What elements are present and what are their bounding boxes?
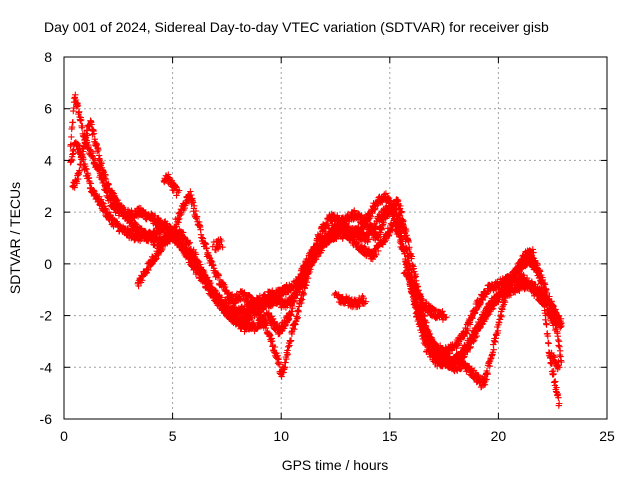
y-tick-label: 2 bbox=[44, 204, 52, 220]
y-tick-label: -6 bbox=[40, 411, 53, 427]
chart-title: Day 001 of 2024, Sidereal Day-to-day VTE… bbox=[44, 19, 549, 35]
series-5-markers bbox=[160, 171, 563, 373]
y-axis-title: SDTVAR / TECUs bbox=[7, 182, 23, 294]
y-tick-label: -4 bbox=[40, 359, 53, 375]
y-tick-label: 0 bbox=[44, 256, 52, 272]
x-tick-label: 5 bbox=[169, 428, 177, 444]
series-5 bbox=[160, 171, 563, 373]
x-tick-label: 0 bbox=[60, 428, 68, 444]
series-4 bbox=[134, 188, 563, 409]
x-tick-labels: 0 5 10 15 20 25 bbox=[60, 428, 615, 444]
data-points bbox=[67, 91, 565, 409]
x-tick-label: 20 bbox=[491, 428, 507, 444]
x-tick-label: 25 bbox=[599, 428, 615, 444]
y-tick-label: -2 bbox=[40, 308, 53, 324]
series-1-markers bbox=[67, 91, 565, 359]
series-1 bbox=[67, 91, 565, 359]
series-4-markers bbox=[134, 188, 563, 409]
axis-ticks bbox=[63, 56, 608, 420]
y-tick-label: 4 bbox=[44, 152, 52, 168]
x-tick-label: 10 bbox=[273, 428, 289, 444]
plot-frame bbox=[63, 56, 608, 420]
y-tick-label: 6 bbox=[44, 101, 52, 117]
y-tick-label: 8 bbox=[44, 49, 52, 65]
x-tick-label: 15 bbox=[382, 428, 398, 444]
x-axis-title: GPS time / hours bbox=[282, 457, 389, 473]
y-tick-labels: -6 -4 -2 0 2 4 6 8 bbox=[40, 49, 53, 427]
